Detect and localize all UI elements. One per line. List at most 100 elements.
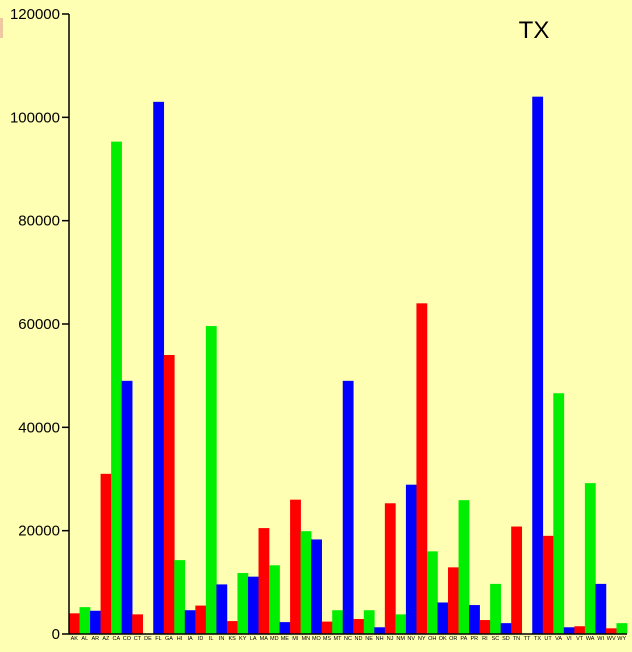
x-tick-label: NV (407, 636, 415, 642)
bar-mo (311, 539, 322, 634)
bar-ak (69, 613, 80, 634)
x-tick-label: NJ (387, 636, 394, 642)
bar-sd (500, 623, 512, 634)
y-tick-label: 80000 (18, 213, 60, 230)
x-tick-label: WI (597, 636, 604, 642)
x-tick-label: MA (260, 636, 269, 642)
bar-nc (342, 380, 354, 634)
x-tick-label: AK (71, 636, 79, 642)
bar-ca (111, 141, 122, 634)
bar-ky (237, 573, 249, 634)
bar-pr (469, 605, 480, 634)
x-tick-label: MN (302, 636, 311, 642)
x-tick-label: WA (586, 636, 595, 642)
x-tick-label: CT (134, 636, 142, 642)
bar-nh (374, 627, 386, 634)
bar-nm (395, 614, 407, 634)
bar-ri (479, 620, 491, 634)
bar-ia (184, 610, 196, 634)
x-tick-label: DE (144, 636, 152, 642)
bar-hi (174, 560, 186, 634)
x-tick-label: IL (209, 636, 214, 642)
x-tick-label: MS (323, 636, 332, 642)
x-tick-label: VI (566, 636, 572, 642)
y-tick-label: 20000 (18, 523, 60, 540)
x-tick-label: KY (239, 636, 247, 642)
x-tick-label: GA (165, 636, 173, 642)
bar-nd (353, 619, 365, 634)
x-tick-label: MT (333, 636, 342, 642)
bar-or (448, 567, 459, 634)
bar-wa (584, 483, 596, 634)
x-tick-label: TN (513, 636, 520, 642)
bar-tx (532, 96, 544, 634)
x-tick-label: PR (471, 636, 479, 642)
bar-vt (574, 626, 586, 634)
bar-nj (384, 503, 396, 634)
bars-group (69, 96, 628, 635)
bar-nv (405, 484, 417, 634)
y-tick-label: 0 (52, 626, 60, 643)
x-tick-label: NC (344, 636, 352, 642)
bar-az (100, 473, 112, 634)
bar-ne (363, 610, 375, 634)
bar-in (216, 584, 228, 634)
x-tick-label: NY (418, 636, 426, 642)
bar-ok (437, 602, 449, 634)
x-tick-label: OH (428, 636, 436, 642)
x-tick-label: MD (270, 636, 279, 642)
bar-ms (321, 621, 333, 634)
x-tick-label: AZ (102, 636, 110, 642)
bar-fl (153, 101, 165, 635)
bar-ct (132, 614, 143, 634)
bar-oh (426, 551, 438, 634)
bar-ks (226, 621, 238, 634)
x-tick-label: TT (524, 636, 531, 642)
x-tick-label: NE (365, 636, 373, 642)
x-tick-label: NM (396, 636, 405, 642)
bar-id (195, 605, 207, 634)
bar-va (553, 393, 565, 634)
x-tick-label: CO (123, 636, 132, 642)
bar-al (79, 607, 91, 634)
bar-md (269, 565, 280, 634)
x-tick-label: PA (460, 636, 467, 642)
bar-sc (490, 583, 501, 634)
bar-mi (290, 499, 301, 634)
bar-ga (163, 355, 175, 634)
y-tick-label: 100000 (10, 109, 60, 126)
x-tick-label: MI (292, 636, 299, 642)
y-tick-label: 40000 (18, 419, 60, 436)
x-tick-label: ID (198, 636, 204, 642)
bar-mn (300, 531, 312, 634)
bar-ma (258, 528, 270, 634)
chart-title: TX (519, 17, 550, 44)
y-ticks-group: 0 20000 40000 60000 80000 100000 120000 (10, 6, 69, 643)
y-tick-label: 120000 (10, 6, 60, 23)
x-tick-label: HI (177, 636, 183, 642)
bar-ny (416, 303, 428, 634)
x-tick-label: LA (250, 636, 257, 642)
x-tick-label: KS (229, 636, 237, 642)
x-labels-group: AK AL AR AZ CA CO CT DE FL GA HI IA ID IL IN KS KY LA MA MD… (71, 636, 627, 642)
x-tick-label: TX (534, 636, 541, 642)
bar-la (247, 576, 259, 634)
x-tick-label: MO (312, 636, 322, 642)
bar-pa (458, 500, 470, 634)
x-tick-label: OK (439, 636, 447, 642)
bar-ar (90, 610, 101, 634)
edge-marker (0, 18, 3, 38)
bar-wi (595, 583, 607, 634)
x-tick-label: VT (576, 636, 584, 642)
bar-ut (542, 535, 554, 634)
bar-co (121, 380, 133, 634)
y-tick-label: 60000 (18, 316, 60, 333)
x-tick-label: IA (187, 636, 193, 642)
x-tick-label: WV (607, 636, 616, 642)
x-tick-label: SC (492, 636, 500, 642)
x-tick-label: AR (92, 636, 100, 642)
x-tick-label: IN (219, 636, 225, 642)
x-tick-label: NH (376, 636, 384, 642)
